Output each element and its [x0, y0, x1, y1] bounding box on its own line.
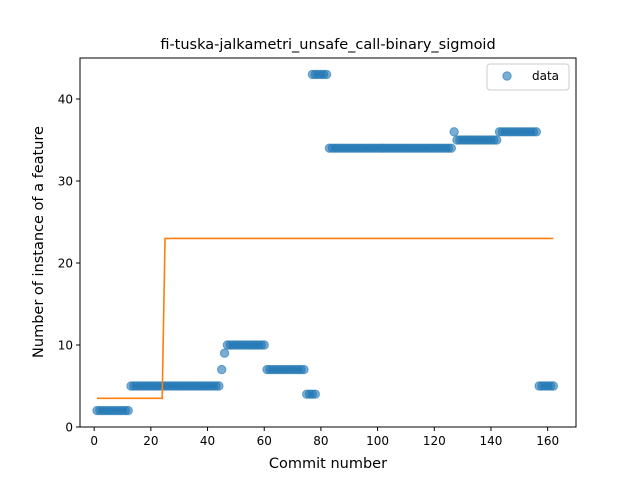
- x-axis-label: Commit number: [269, 456, 387, 472]
- data-point: [217, 364, 227, 375]
- data-point: [299, 364, 309, 375]
- data-point: [531, 127, 542, 137]
- x-axis: 0 20 40 60 80 100 120 140 160: [90, 427, 559, 448]
- x-tick-label: 140: [480, 434, 503, 448]
- x-tick-label: 60: [257, 434, 272, 448]
- data-point: [310, 389, 320, 399]
- y-tick-label: 0: [65, 421, 73, 435]
- legend-box: [486, 63, 570, 91]
- x-tick-label: 160: [536, 434, 559, 448]
- x-tick-label: 0: [90, 434, 98, 448]
- y-tick-label: 40: [58, 93, 73, 107]
- chart-title: fi-tuska-jalkametri_unsafe_call-binary_s…: [160, 37, 495, 53]
- x-tick-label: 40: [200, 434, 215, 448]
- data-point: [548, 381, 559, 391]
- x-tick-label: 120: [423, 434, 446, 448]
- data-point: [321, 69, 332, 80]
- plot-area: [92, 69, 559, 416]
- y-tick-label: 30: [58, 175, 73, 189]
- data-point: [446, 143, 456, 153]
- y-tick-label: 20: [58, 257, 73, 271]
- x-tick-label: 20: [143, 434, 158, 448]
- legend-marker-data: [502, 71, 512, 81]
- legend: data: [486, 63, 570, 91]
- x-tick-label: 100: [366, 434, 389, 448]
- data-point: [214, 381, 224, 391]
- data-point: [123, 405, 133, 416]
- data-point: [491, 135, 502, 145]
- data-point: [219, 348, 230, 358]
- data-point: [259, 340, 269, 350]
- y-tick-label: 10: [58, 339, 73, 353]
- data-point: [449, 127, 459, 137]
- axes-frame: [79, 57, 577, 428]
- x-tick-label: 80: [313, 434, 328, 448]
- legend-label-data: data: [532, 69, 559, 83]
- y-axis: 0 10 20 30 40: [58, 93, 80, 435]
- y-axis-label: Number of instance of a feature: [31, 126, 47, 358]
- fit-line: [97, 237, 554, 400]
